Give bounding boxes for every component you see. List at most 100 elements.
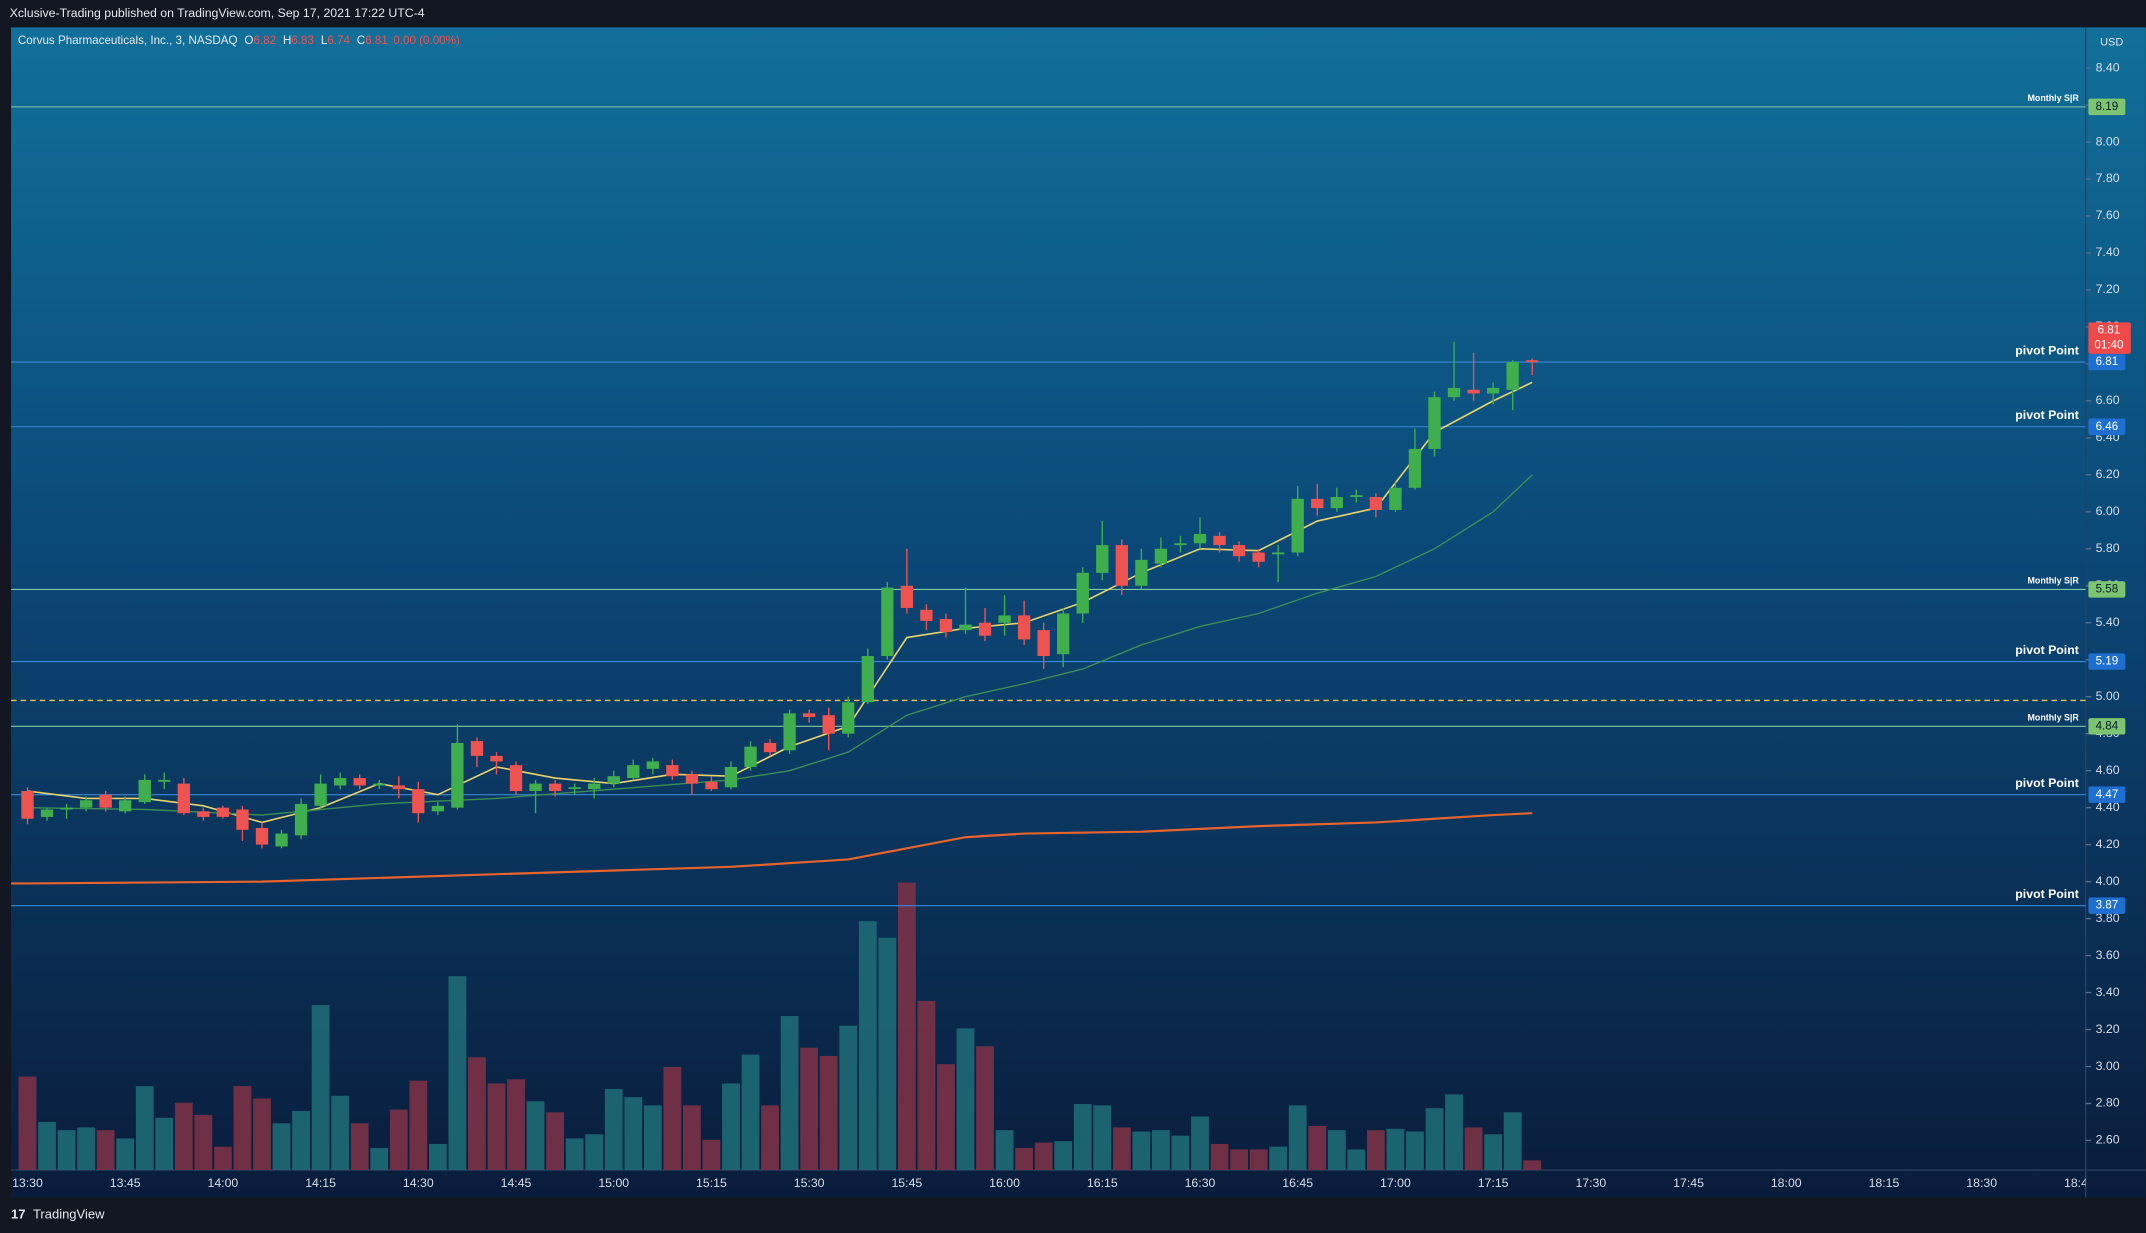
level-badge-label: 4.47 — [2096, 788, 2119, 801]
currency: USD — [2100, 36, 2123, 48]
volume-bar — [77, 1127, 96, 1171]
candle-body — [412, 789, 425, 814]
volume-bar — [1308, 1126, 1327, 1171]
candle-body — [490, 755, 503, 762]
candle-body — [1291, 498, 1304, 553]
last-price-badge — [2088, 322, 2131, 354]
candle-body — [1154, 548, 1168, 564]
y-tick-label: 6.60 — [2096, 393, 2120, 407]
x-tick-label: 18:00 — [1771, 1176, 1802, 1190]
x-tick-label: 18:30 — [1966, 1176, 1997, 1190]
candle-body — [21, 791, 34, 819]
volume-bar — [214, 1146, 232, 1171]
candle-body — [1096, 545, 1109, 573]
x-tick-label: 15:15 — [696, 1176, 727, 1190]
candle-body — [119, 800, 132, 812]
candle-body — [1467, 389, 1480, 394]
candle-body — [959, 624, 972, 631]
level-badge — [2088, 786, 2126, 803]
candle-body — [99, 794, 112, 808]
candle-body — [1526, 360, 1539, 363]
volume-bar — [428, 1143, 447, 1171]
badges: 8.19 6.81 6.46 5.58 5.19 4.84 4.47 3.87 6.81 01:4… — [2088, 98, 2131, 914]
volume-bar — [741, 1054, 760, 1171]
volume-bar — [1406, 1131, 1424, 1171]
volume-bar — [38, 1121, 56, 1171]
candle-body — [1037, 630, 1050, 657]
candle-body — [216, 807, 230, 817]
y-tick-label: 8.00 — [2096, 134, 2120, 148]
volume-bar — [194, 1115, 213, 1171]
volume-bar — [702, 1139, 721, 1171]
candle-body — [314, 783, 327, 806]
volume-bar — [409, 1080, 428, 1171]
candle-body — [881, 587, 894, 657]
candle-body — [822, 715, 835, 734]
volume-bar — [448, 976, 467, 1171]
candle-body — [861, 656, 874, 703]
candle-body — [724, 766, 738, 788]
volume-bar — [819, 1055, 838, 1171]
candle-body — [1057, 613, 1070, 655]
volume-bar — [57, 1130, 76, 1171]
volume-bar — [1425, 1108, 1444, 1171]
candle-body — [431, 805, 445, 812]
candle-body — [79, 800, 93, 808]
candle-body — [1017, 615, 1031, 640]
candle-body — [705, 781, 718, 790]
volume-bar — [1191, 1116, 1209, 1171]
volume-bar — [526, 1101, 545, 1171]
level-label: pivot Point — [2015, 776, 2079, 790]
volume-pane — [18, 882, 1542, 1171]
candle-body — [529, 783, 542, 792]
candle-body — [1213, 535, 1226, 546]
volume-bar — [1464, 1127, 1483, 1171]
candle-body — [783, 713, 796, 751]
candles — [21, 341, 1539, 849]
y-tick-label: 3.00 — [2096, 1059, 2120, 1073]
candle-body — [470, 741, 484, 756]
volume-bar — [292, 1110, 310, 1171]
x-tick-label: 17:15 — [1478, 1176, 1509, 1190]
volume-bar — [839, 1025, 858, 1171]
candle-body — [255, 827, 269, 845]
x-tick-label: 18:45 — [2064, 1176, 2095, 1190]
candle-body — [1174, 543, 1187, 546]
x-tick-label: 14:45 — [501, 1176, 532, 1190]
legend-value: 6.82 — [253, 34, 276, 47]
candle-body — [275, 833, 288, 847]
volume-bar — [350, 1123, 369, 1171]
candle-body — [998, 615, 1011, 623]
x-tick-label: 16:15 — [1087, 1176, 1118, 1190]
candle-body — [1311, 498, 1324, 509]
candle-body — [353, 778, 366, 786]
level-badge-label: 3.87 — [2096, 899, 2119, 912]
x-tick-label: 17:30 — [1575, 1176, 1606, 1190]
volume-bar — [1054, 1141, 1073, 1171]
x-tick-label: 15:45 — [891, 1176, 922, 1190]
volume-bar — [468, 1057, 486, 1171]
volume-bar — [1386, 1128, 1405, 1171]
x-tick-label: 16:00 — [989, 1176, 1020, 1190]
candle-body — [60, 807, 73, 810]
volume-bar — [643, 1105, 662, 1171]
candle-body — [588, 783, 601, 790]
candle-body — [1486, 387, 1500, 394]
candle-body — [1447, 387, 1461, 398]
volume-bar — [1112, 1127, 1131, 1171]
legend-change: 0.00 (0.00%) — [393, 34, 460, 47]
volume-bar — [1269, 1146, 1288, 1171]
candle-body — [1389, 487, 1402, 510]
y-tick-label: 3.80 — [2096, 911, 2120, 925]
candle-body — [763, 742, 777, 753]
volume-bar — [683, 1105, 701, 1171]
volume-bar — [624, 1097, 643, 1171]
y-tick-label: 8.40 — [2096, 60, 2120, 74]
legend-key: C — [357, 34, 365, 47]
last-price-label: 6.81 — [2098, 324, 2121, 337]
volume-bar — [976, 1046, 994, 1171]
x-tick-label: 17:45 — [1673, 1176, 1704, 1190]
candle-body — [685, 774, 699, 784]
